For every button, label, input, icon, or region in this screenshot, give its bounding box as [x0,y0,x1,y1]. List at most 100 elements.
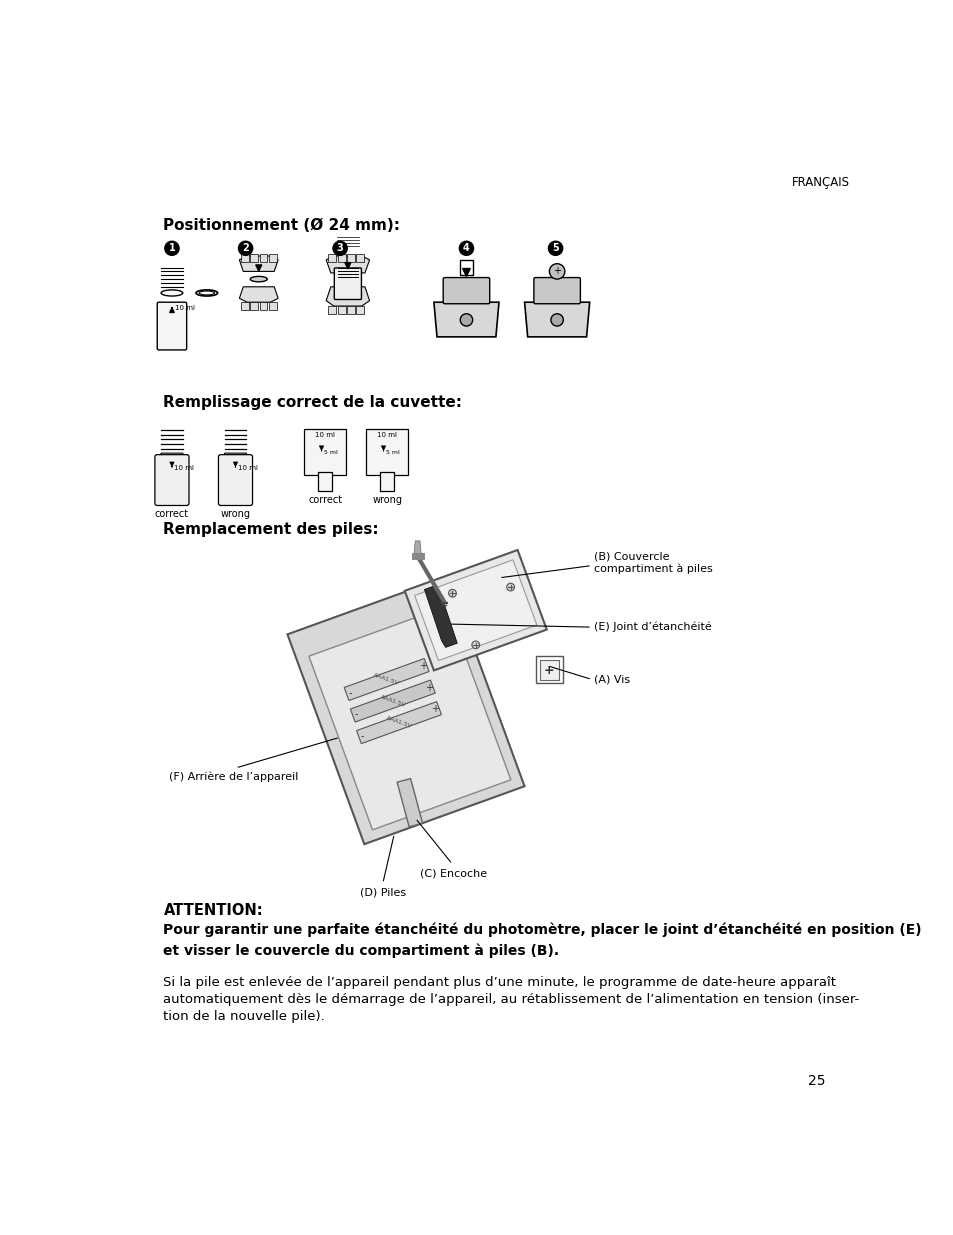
Text: (A) Vis: (A) Vis [593,674,629,684]
Text: wrong: wrong [220,509,251,519]
Text: +: + [543,663,554,677]
FancyBboxPatch shape [534,278,579,304]
Text: 10 ml: 10 ml [174,464,194,471]
Circle shape [238,241,253,256]
Polygon shape [415,559,537,661]
Polygon shape [356,701,441,743]
Text: 2: 2 [242,243,249,253]
Circle shape [550,314,562,326]
Text: 5: 5 [552,243,558,253]
Bar [318,472,332,490]
Polygon shape [239,287,278,303]
Text: AAA1.5V: AAA1.5V [373,673,399,687]
Polygon shape [259,303,267,310]
Text: correct: correct [308,495,342,505]
Text: AAA1.5V: AAA1.5V [385,715,412,730]
Text: +: + [418,661,427,672]
Polygon shape [326,287,369,306]
Polygon shape [328,306,335,314]
Polygon shape [424,585,456,647]
Text: +: + [425,683,433,693]
Text: +: + [553,267,560,277]
Polygon shape [344,658,429,700]
Circle shape [165,241,179,256]
Polygon shape [241,303,249,310]
Polygon shape [328,254,335,262]
FancyBboxPatch shape [157,303,187,350]
Text: 10 ml: 10 ml [174,305,194,311]
FancyBboxPatch shape [443,278,489,304]
Polygon shape [356,306,364,314]
Polygon shape [396,778,422,826]
Polygon shape [434,303,498,337]
Text: Positionnement (Ø 24 mm):: Positionnement (Ø 24 mm): [163,217,400,232]
Polygon shape [259,254,267,262]
Bar [380,472,394,490]
Ellipse shape [161,290,183,296]
Text: 10 ml: 10 ml [315,432,335,438]
Circle shape [459,241,473,256]
Polygon shape [239,256,278,272]
Text: -: - [360,731,364,741]
FancyBboxPatch shape [218,454,253,505]
Polygon shape [269,254,276,262]
Text: 5 ml: 5 ml [385,450,399,454]
Polygon shape [337,254,345,262]
Text: 25: 25 [807,1074,824,1088]
Circle shape [333,241,347,256]
Polygon shape [250,303,257,310]
Text: Remplacement des piles:: Remplacement des piles: [163,522,378,537]
Text: (B) Couvercle
compartiment à piles: (B) Couvercle compartiment à piles [593,551,712,573]
Circle shape [549,264,564,279]
Polygon shape [414,541,421,556]
Polygon shape [337,306,345,314]
Text: correct: correct [154,509,189,519]
Polygon shape [356,254,364,262]
Polygon shape [404,550,546,671]
Polygon shape [347,306,355,314]
Text: Si la pile est enlevée de l’appareil pendant plus d’une minute, le programme de : Si la pile est enlevée de l’appareil pen… [163,976,859,1023]
Text: ATTENTION:: ATTENTION: [163,903,263,918]
Circle shape [472,641,479,648]
Circle shape [506,583,514,592]
Text: 5 ml: 5 ml [323,450,337,454]
Text: FRANÇAIS: FRANÇAIS [791,177,849,189]
Bar [536,656,562,683]
Text: et visser le couvercle du compartiment à piles (B).: et visser le couvercle du compartiment à… [163,944,559,958]
Bar [366,430,408,475]
Polygon shape [524,303,589,337]
Text: AAA1.5V: AAA1.5V [379,694,406,708]
Text: wrong: wrong [372,495,402,505]
Polygon shape [222,453,249,461]
Text: (E) Joint d’étanchéité: (E) Joint d’étanchéité [593,622,711,632]
Circle shape [448,589,456,597]
Polygon shape [347,254,355,262]
Text: 4: 4 [462,243,469,253]
Text: 10 ml: 10 ml [237,464,257,471]
Polygon shape [326,256,369,273]
Polygon shape [309,606,511,830]
Circle shape [548,241,562,256]
Text: -: - [355,709,357,719]
Text: Pour garantir une parfaite étanchéité du photomètre, placer le joint d’étanchéit: Pour garantir une parfaite étanchéité du… [163,923,922,936]
Text: 1: 1 [169,243,175,253]
Circle shape [459,314,472,326]
Ellipse shape [250,277,267,282]
Text: (D) Piles: (D) Piles [359,888,405,898]
Polygon shape [269,303,276,310]
Polygon shape [158,453,185,461]
Text: 3: 3 [336,243,343,253]
Polygon shape [350,680,435,722]
Bar [539,661,558,679]
Polygon shape [250,254,257,262]
Text: (F) Arrière de l’appareil: (F) Arrière de l’appareil [169,772,298,783]
Text: (C) Encoche: (C) Encoche [420,868,487,878]
Polygon shape [287,577,524,845]
FancyBboxPatch shape [334,268,361,300]
FancyBboxPatch shape [154,454,189,505]
Text: -: - [348,688,352,698]
Text: 10 ml: 10 ml [377,432,397,438]
Text: +: + [431,704,439,715]
Bar [304,430,346,475]
Polygon shape [241,254,249,262]
